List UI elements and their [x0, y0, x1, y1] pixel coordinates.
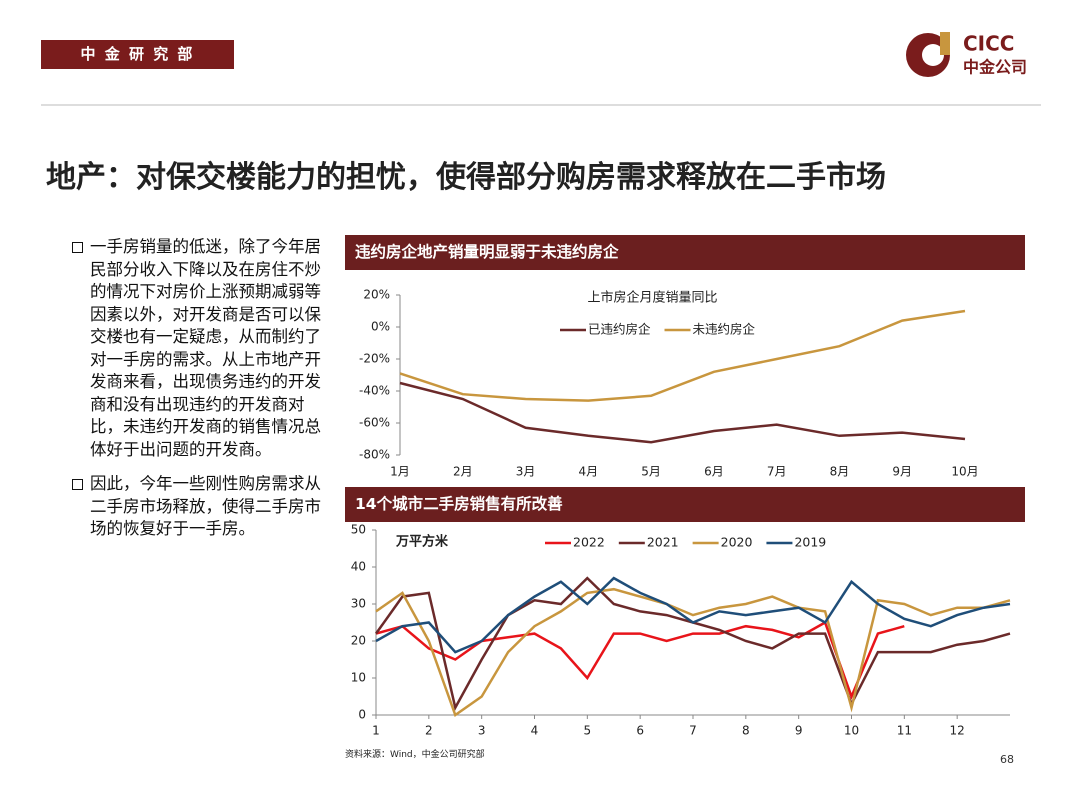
series-line [375, 620, 905, 700]
x-tick-label: 2月 [453, 465, 473, 479]
y-tick-label: 0 [358, 708, 366, 722]
department-badge: 中 金 研 究 部 [41, 40, 234, 69]
slide-title: 地产：对保交楼能力的担忧，使得部分购房需求释放在二手市场 [46, 160, 886, 195]
y-tick-label: 50 [351, 523, 366, 537]
bullet: 因此，今年一些刚性购房需求从二手房市场释放，使得二手房市场的恢复好于一手房。 [72, 473, 334, 541]
x-tick-label: 5月 [641, 465, 661, 479]
x-tick-label: 5 [584, 724, 592, 738]
y-tick-label: -20% [359, 352, 390, 366]
y-tick-label: 10 [351, 671, 366, 685]
x-tick-label: 7 [689, 724, 697, 738]
x-tick-label: 6月 [704, 465, 724, 479]
legend-label: 2021 [647, 535, 679, 550]
x-tick-label: 8 [742, 724, 750, 738]
x-tick-label: 10月 [951, 465, 978, 479]
x-tick-label: 2 [425, 724, 433, 738]
x-tick-label: 9 [795, 724, 803, 738]
series-line [375, 587, 1011, 717]
legend-label: 2019 [794, 535, 826, 550]
chart-heading: 违约房企地产销量明显弱于未违约房企 [345, 235, 1025, 270]
x-tick-label: 11 [897, 724, 912, 738]
x-tick-label: 6 [636, 724, 644, 738]
y-axis-label: 万平方米 [395, 534, 449, 550]
series-line [399, 309, 966, 402]
y-tick-label: 40 [351, 560, 366, 574]
x-tick-label: 3 [478, 724, 486, 738]
x-tick-label: 12 [950, 724, 965, 738]
y-tick-label: 30 [351, 597, 366, 611]
bullet-list: 一手房销量的低迷，除了今年居民部分收入下降以及在房住不炒的情况下对房价上涨预期减… [72, 236, 334, 553]
x-tick-label: 3月 [516, 465, 536, 479]
x-tick-label: 4 [531, 724, 539, 738]
x-tick-label: 1月 [390, 465, 410, 479]
x-tick-label: 9月 [892, 465, 912, 479]
logo-subtext: 中金公司 [963, 58, 1027, 77]
chart-heading: 14个城市二手房销售有所改善 [345, 487, 1025, 522]
legend-label: 2022 [573, 535, 605, 550]
x-tick-label: 4月 [579, 465, 599, 479]
legend-label: 已违约房企 [588, 322, 651, 337]
y-tick-label: -60% [359, 416, 390, 430]
chart-title: 上市房企月度销量同比 [587, 290, 717, 306]
y-tick-label: 0% [371, 320, 390, 334]
y-tick-label: 20% [363, 288, 390, 302]
legend-label: 未违约房企 [693, 322, 756, 337]
y-tick-label: -40% [359, 384, 390, 398]
x-tick-label: 8月 [830, 465, 850, 479]
source-note: 资料来源：Wind，中金公司研究部 [345, 750, 485, 760]
series-line [375, 576, 1011, 654]
logo-mark-accent [940, 32, 950, 55]
y-tick-label: -80% [359, 448, 390, 462]
header-rule [41, 104, 1041, 106]
y-tick-label: 20 [351, 634, 366, 648]
page-number: 68 [1000, 753, 1014, 766]
x-tick-label: 1 [372, 724, 380, 738]
x-tick-label: 7月 [767, 465, 787, 479]
series-line [399, 381, 966, 444]
logo-mark-inner [922, 44, 944, 66]
logo-text: CICC [963, 32, 1014, 56]
x-tick-label: 10 [844, 724, 859, 738]
series-line [374, 576, 1011, 712]
legend-label: 2020 [721, 535, 753, 550]
bullet: 一手房销量的低迷，除了今年居民部分收入下降以及在房住不炒的情况下对房价上涨预期减… [72, 236, 334, 461]
